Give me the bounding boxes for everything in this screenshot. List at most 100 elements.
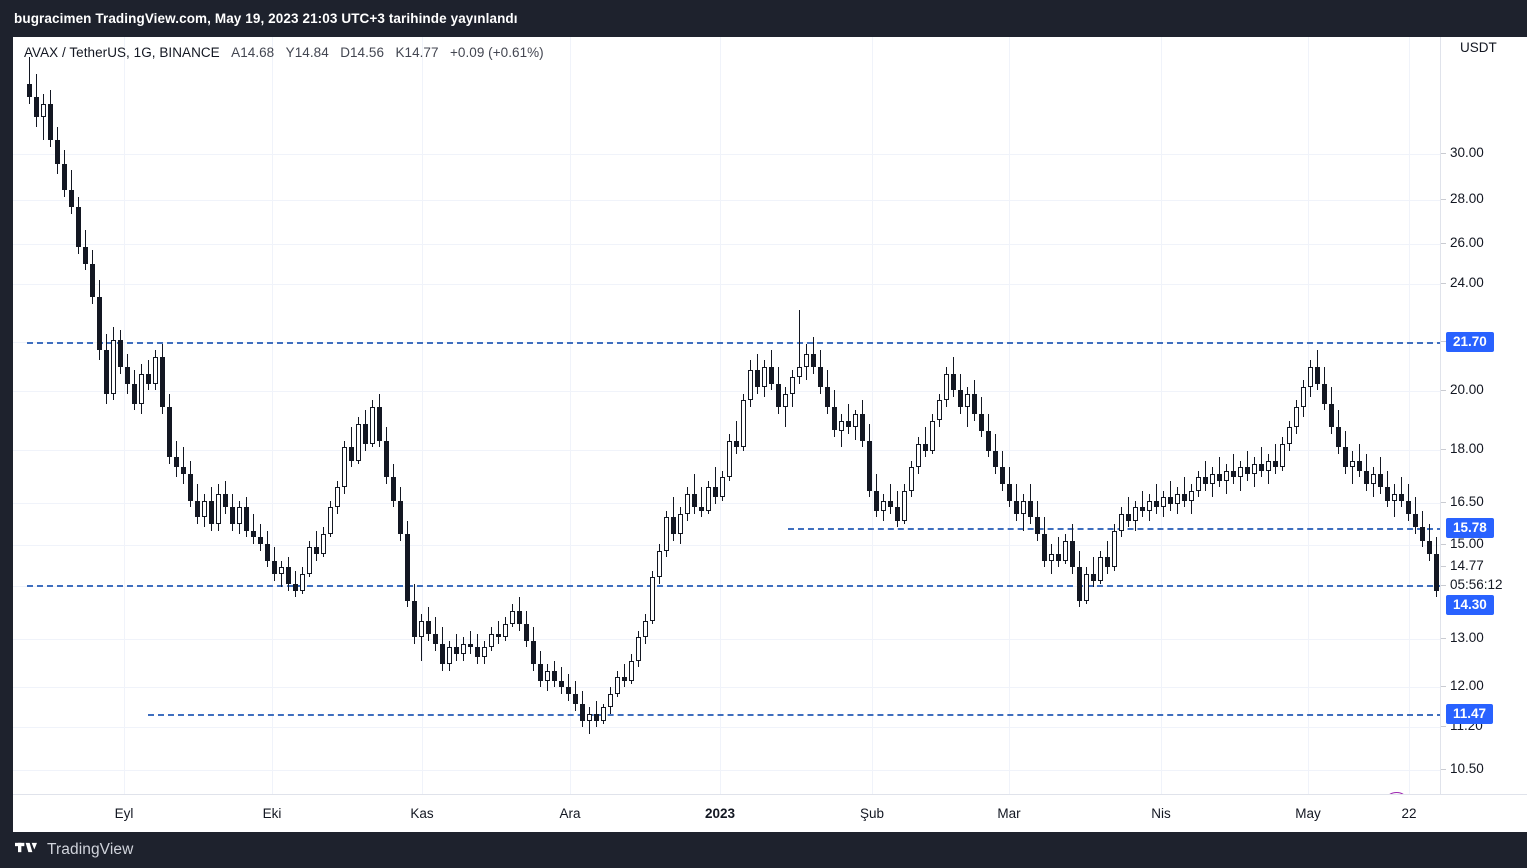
candle-body — [755, 370, 760, 388]
candle-body — [916, 443, 921, 468]
price-tick-mark — [1441, 725, 1446, 727]
candle-body — [1231, 470, 1236, 478]
candle-body — [951, 373, 956, 391]
price-tick-label: 20.00 — [1441, 382, 1484, 397]
candle-body — [146, 373, 151, 384]
candle-wick — [29, 57, 30, 104]
candle-body — [139, 373, 144, 404]
candle-body — [209, 500, 214, 524]
candle-body — [930, 420, 935, 451]
price-level-badge[interactable]: 11.47 — [1446, 704, 1494, 724]
candle-body — [811, 353, 816, 368]
price-tick-label: 18.00 — [1441, 441, 1484, 456]
candle-body — [433, 633, 438, 644]
tradingview-brand-label: TradingView — [47, 841, 134, 858]
grid-line-horizontal — [13, 770, 1440, 771]
price-scale-unit: USDT — [1460, 40, 1497, 55]
candle-body — [1182, 493, 1187, 501]
grid-line-vertical — [720, 37, 721, 794]
candle-body — [867, 440, 872, 491]
candle-body — [566, 687, 571, 694]
candle-wick — [925, 427, 926, 458]
candle-body — [118, 340, 123, 368]
candle-wick — [470, 630, 471, 654]
candle-wick — [281, 560, 282, 588]
time-tick-label: 2023 — [704, 806, 736, 821]
chart-legend: AVAX / TetherUS, 1G, BINANCE A14.68 Y14.… — [24, 45, 544, 60]
candle-body — [517, 610, 522, 624]
candle-body — [1308, 367, 1313, 388]
candle-body — [405, 533, 410, 601]
price-tick-mark — [1441, 448, 1446, 450]
candle-body — [685, 493, 690, 514]
time-tick-label: Eki — [262, 806, 282, 821]
candle-body — [1294, 407, 1299, 428]
grid-line-horizontal — [13, 503, 1440, 504]
candle-body — [1147, 500, 1152, 511]
grid-line-vertical — [1161, 37, 1162, 794]
candle-body — [76, 207, 81, 248]
candle-body — [342, 447, 347, 488]
price-level-badge[interactable]: 14.30 — [1446, 595, 1494, 615]
time-tick-label: Eyl — [114, 806, 134, 821]
price-tick-mark — [1441, 685, 1446, 687]
candle-wick — [1233, 453, 1234, 484]
candle-body — [706, 487, 711, 511]
grid-line-horizontal — [13, 450, 1440, 451]
candle-wick — [1156, 483, 1157, 514]
legend-symbol[interactable]: AVAX / TetherUS, 1G, BINANCE — [24, 45, 220, 60]
level-21-70[interactable] — [27, 342, 1440, 344]
candle-body — [230, 507, 235, 524]
price-tick-mark — [1441, 198, 1446, 200]
price-tick-text: 30.00 — [1450, 145, 1484, 160]
level-11-47[interactable] — [148, 714, 1440, 716]
level-14-30[interactable] — [27, 585, 1440, 587]
candle-wick — [1394, 483, 1395, 518]
candle-wick — [1093, 557, 1094, 588]
time-tick-label: Ara — [559, 806, 581, 821]
candle-body — [125, 367, 130, 384]
candle-body — [776, 383, 781, 408]
candle-body — [468, 643, 473, 648]
candle-body — [1350, 460, 1355, 468]
price-tick-text: 18.00 — [1450, 441, 1484, 456]
candle-body — [1189, 490, 1194, 501]
candle-body — [181, 467, 186, 474]
candle-body — [1371, 473, 1376, 484]
candle-body — [384, 440, 389, 478]
candle-body — [272, 560, 277, 574]
candle-body — [587, 713, 592, 721]
candle-body — [41, 103, 46, 118]
price-tick-text: 26.00 — [1450, 235, 1484, 250]
candle-body — [1203, 477, 1208, 484]
candle-body — [839, 420, 844, 431]
candle-body — [1196, 477, 1201, 491]
candle-body — [1105, 557, 1110, 568]
price-tick-mark — [1441, 242, 1446, 244]
price-level-badge[interactable]: 15.78 — [1446, 518, 1494, 538]
price-tick-mark — [1441, 768, 1446, 770]
candle-body — [1021, 500, 1026, 514]
candle-body — [1000, 467, 1005, 484]
grid-line-horizontal — [13, 545, 1440, 546]
candle-body — [1420, 527, 1425, 541]
candle-body — [412, 600, 417, 638]
price-tick-text: 16.50 — [1450, 494, 1484, 509]
price-scale[interactable]: USDT 30.0028.0026.0024.0022.0020.0018.00… — [1440, 37, 1527, 823]
price-tick-mark — [1441, 565, 1446, 567]
time-scale[interactable]: Eyl Eki Kas Ara 2023 Şub Mar Nis May 22 — [13, 794, 1527, 832]
chart-plot[interactable]: AVAX / TetherUS, 1G, BINANCE A14.68 Y14.… — [13, 37, 1440, 794]
price-tick-label: 05:56:12 — [1441, 577, 1503, 592]
price-level-badge[interactable]: 21.70 — [1446, 332, 1494, 352]
grid-line-vertical — [272, 37, 273, 794]
candle-wick — [1401, 477, 1402, 508]
candle-body — [888, 500, 893, 508]
candle-body — [538, 663, 543, 681]
candle-body — [678, 513, 683, 534]
candle-body — [965, 393, 970, 408]
candle-body — [1161, 497, 1166, 508]
candle-body — [447, 647, 452, 664]
candle-body — [720, 477, 725, 498]
candle-body — [69, 190, 74, 208]
price-tick-text: 13.00 — [1450, 630, 1484, 645]
